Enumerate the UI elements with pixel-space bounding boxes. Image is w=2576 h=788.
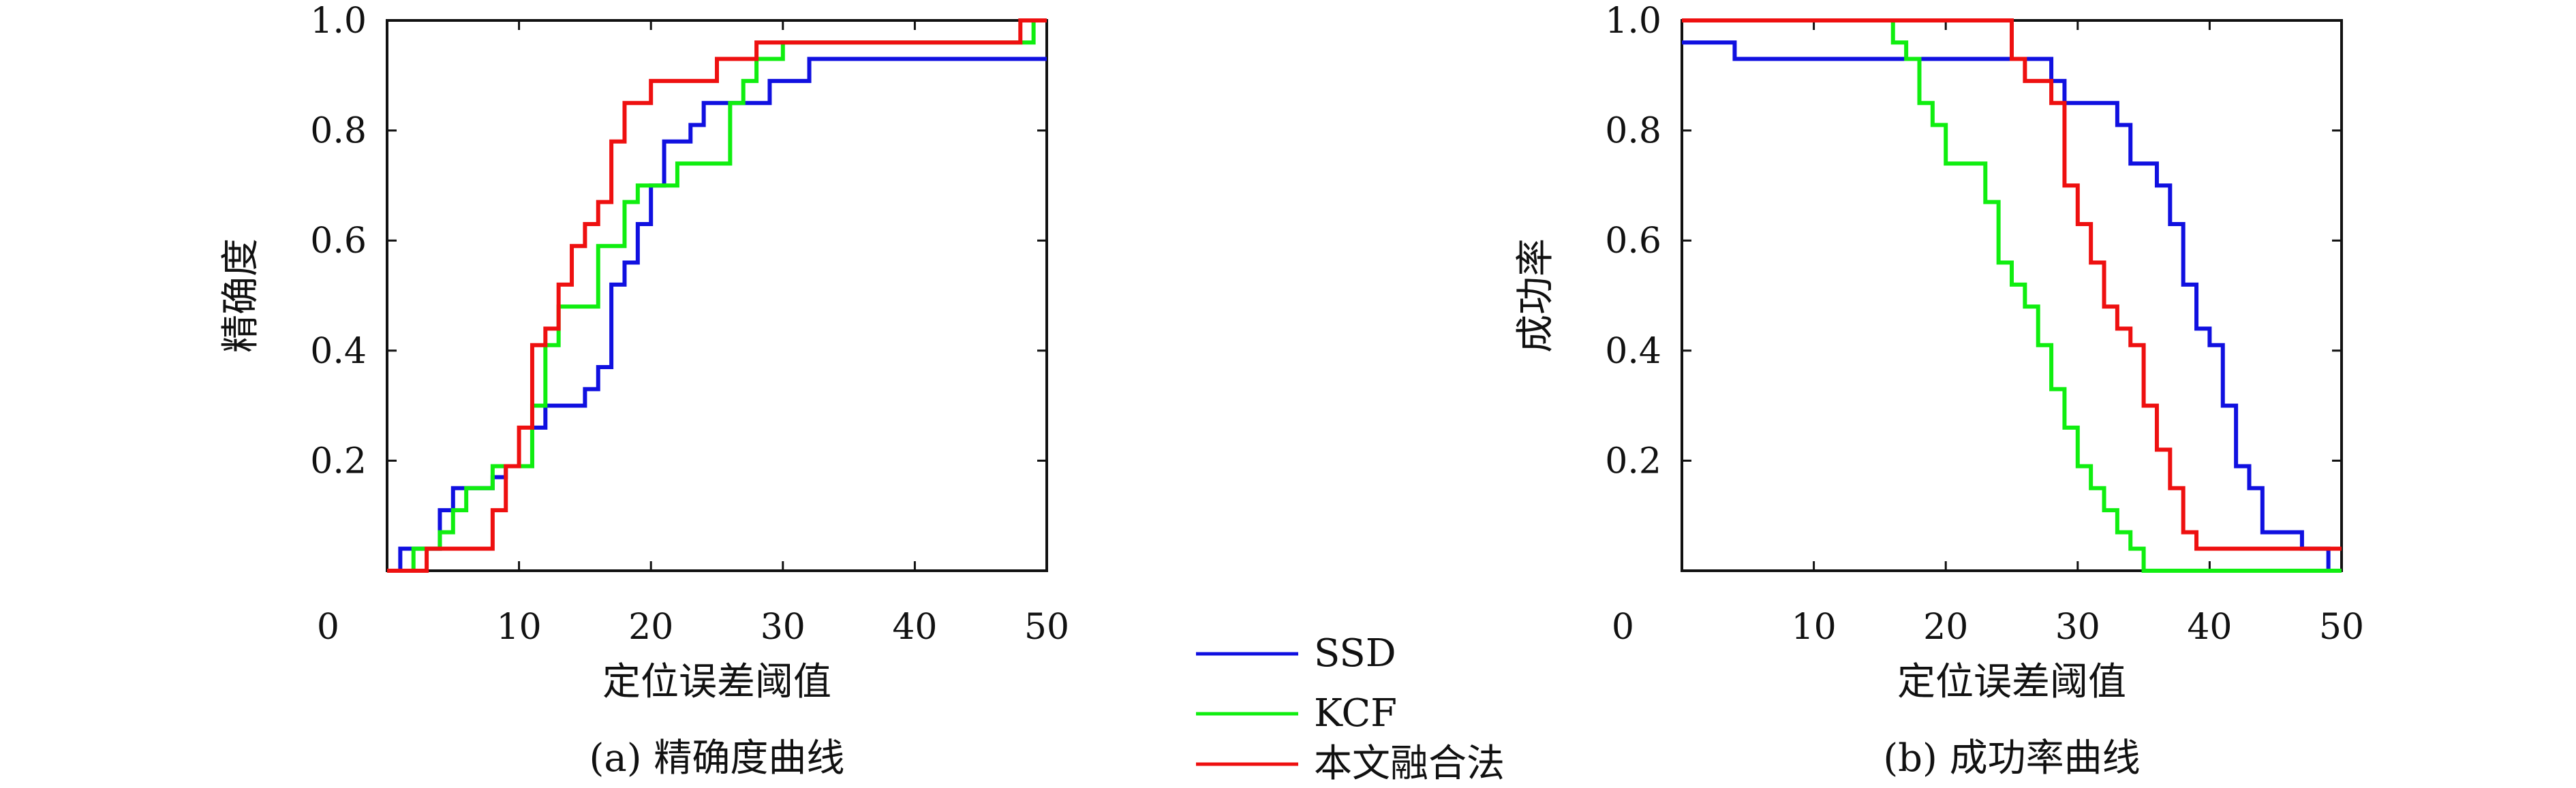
precision-caption: (a) 精确度曲线 [589, 736, 845, 781]
precision-x-tick-label: 50 [1024, 607, 1069, 648]
success-y-axis-label: 成功率 [1514, 238, 1558, 353]
success-ours-line [1682, 18, 2342, 551]
success-y-tick-labels: 0.2 0.4 0.6 0.8 1.0 [1605, 1, 1661, 482]
precision-x-tick-labels: 0 10 20 30 40 50 [317, 607, 1069, 648]
precision-kcf-line [387, 18, 1047, 573]
precision-x-tick-label: 20 [628, 607, 673, 648]
precision-x-tick-label: 10 [497, 607, 542, 648]
precision-y-tick-label: 0.4 [310, 331, 367, 372]
precision-series-lines [387, 18, 1047, 573]
precision-plot-frame [386, 19, 1048, 572]
success-y-tick-label: 0.2 [1605, 441, 1661, 482]
precision-y-tick-labels: 0.2 0.4 0.6 0.8 1.0 [310, 1, 367, 482]
success-rate-chart-panel: 0.2 0.4 0.6 0.8 1.0 0 10 20 30 40 50 定位误差阈值 成功率 (… [1514, 1, 2364, 781]
precision-ssd-line [387, 57, 1047, 573]
success-x-tick-label: 30 [2055, 607, 2100, 648]
legend: SSD KCF 本文融合法 [1196, 631, 1505, 786]
precision-ours-line [387, 18, 1047, 573]
success-y-tick-label: 1.0 [1605, 1, 1661, 42]
precision-y-axis-label: 精确度 [219, 238, 263, 353]
legend-kcf-label: KCF [1314, 691, 1397, 736]
success-x-tick-label: 20 [1923, 607, 1968, 648]
success-plot-frame [1681, 19, 2343, 572]
success-x-axis-label: 定位误差阈值 [1897, 660, 2126, 704]
success-caption: (b) 成功率曲线 [1883, 736, 2140, 781]
success-y-tick-label: 0.8 [1605, 111, 1661, 152]
success-y-tick-label: 0.4 [1605, 331, 1661, 372]
precision-y-tick-label: 1.0 [310, 1, 367, 42]
success-x-tick-label: 10 [1792, 607, 1837, 648]
precision-chart-panel: 0.2 0.4 0.6 0.8 1.0 0 10 20 30 40 50 定位误差阈值 精确度 (… [219, 1, 1069, 781]
precision-x-tick-label: 0 [317, 607, 339, 648]
legend-ssd-label: SSD [1314, 631, 1396, 676]
success-kcf-line [1682, 18, 2342, 573]
precision-y-tick-label: 0.8 [310, 111, 367, 152]
precision-y-tick-label: 0.2 [310, 441, 367, 482]
success-ssd-line [1682, 40, 2342, 573]
precision-x-tick-label: 40 [892, 607, 937, 648]
success-x-tick-label: 40 [2187, 607, 2232, 648]
precision-y-tick-label: 0.6 [310, 221, 367, 262]
precision-x-tick-label: 30 [761, 607, 806, 648]
success-axis-ticks [1681, 19, 2343, 571]
success-series-lines [1682, 18, 2342, 573]
success-y-tick-label: 0.6 [1605, 221, 1661, 262]
precision-x-axis-label: 定位误差阈值 [602, 660, 831, 704]
success-x-tick-label: 50 [2319, 607, 2364, 648]
success-x-tick-label: 0 [1612, 607, 1634, 648]
legend-ours-label: 本文融合法 [1314, 742, 1505, 786]
success-x-tick-labels: 0 10 20 30 40 50 [1612, 607, 2364, 648]
